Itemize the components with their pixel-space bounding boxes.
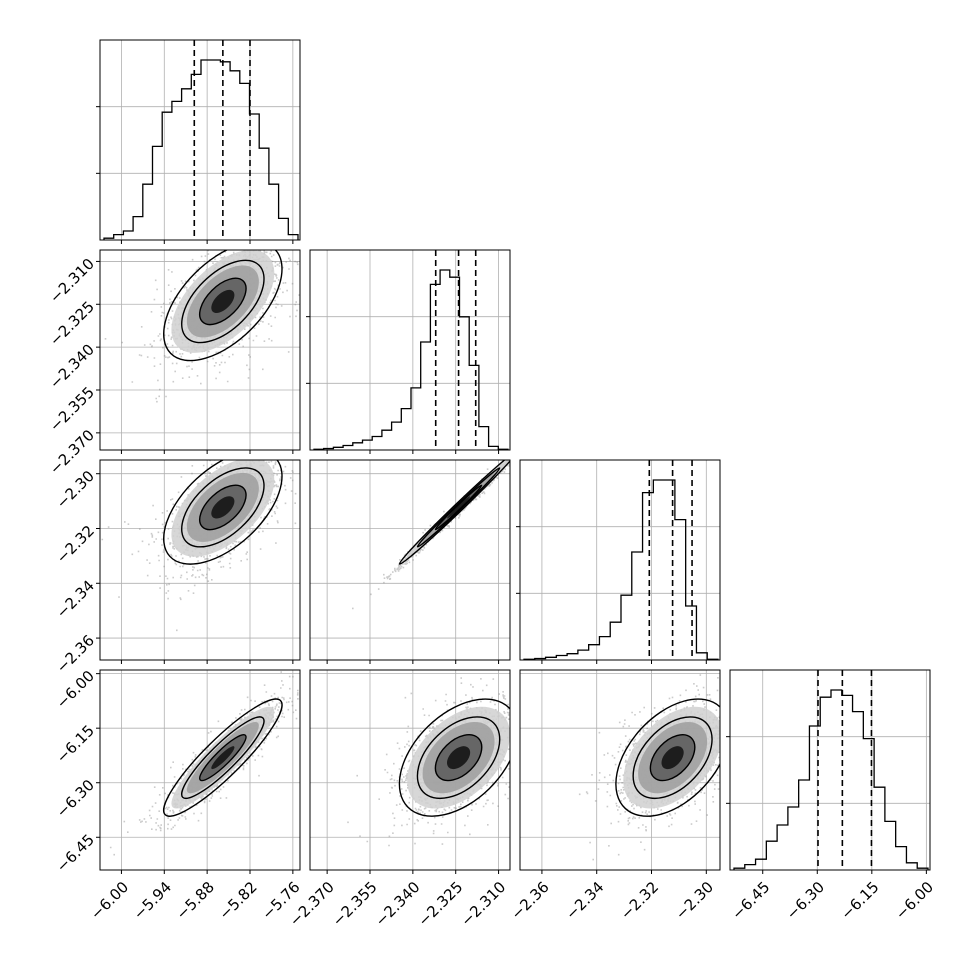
contour-2-1-0 <box>398 460 510 565</box>
scatter-panel-3-0 <box>100 670 300 870</box>
scatter-frame-3-0 <box>99 669 301 871</box>
contour-2-0-1 <box>181 467 265 548</box>
ytick-label-3-0: −6.45 <box>53 831 98 876</box>
density-level-3-2-3 <box>661 746 684 770</box>
density-level-1-0-3 <box>211 289 235 313</box>
scatter-panel-1-0 <box>100 250 300 450</box>
contour-2-0-0 <box>163 460 283 565</box>
ytick-label-2-1: −2.34 <box>53 577 98 622</box>
contour-2-1-1 <box>416 467 501 548</box>
contour-3-1-1 <box>416 716 501 800</box>
scatter-frame-1-0 <box>99 249 301 451</box>
ytick-label-1-0: −2.370 <box>46 426 98 478</box>
ytick-label-1-2: −2.340 <box>46 340 98 392</box>
histogram-step-0 <box>103 59 299 240</box>
xtick-label-1-1: −2.355 <box>329 878 381 930</box>
contour-1-0-1 <box>181 259 265 344</box>
histogram-frame-1 <box>309 249 511 451</box>
contour-2-1-2 <box>434 484 483 531</box>
xtick-label-1-4: −2.310 <box>457 878 509 930</box>
ytick-label-3-2: −6.15 <box>53 721 98 766</box>
histogram-panel-3 <box>730 670 930 870</box>
contour-3-2-2 <box>649 734 696 782</box>
xtick-label-2-1: −2.34 <box>562 878 607 923</box>
ytick-label-3-1: −6.30 <box>53 776 98 821</box>
histogram-step-3 <box>733 689 929 870</box>
xtick-label-0-3: −5.82 <box>216 878 261 923</box>
xtick-label-1-2: −2.340 <box>372 878 424 930</box>
xtick-label-3-3: −6.00 <box>892 878 937 923</box>
histogram-panel-2 <box>520 460 720 660</box>
scatter-panel-2-1 <box>310 460 510 660</box>
contour-3-0-2 <box>199 734 247 782</box>
ytick-label-3-3: −6.00 <box>53 667 98 712</box>
scatter-frame-2-0 <box>99 459 301 661</box>
histogram-panel-1 <box>310 250 510 450</box>
histogram-step-2 <box>523 479 719 660</box>
xtick-label-2-3: −2.30 <box>672 878 717 923</box>
contour-3-0-1 <box>181 716 265 800</box>
density-level-2-1-3 <box>446 496 471 519</box>
xtick-label-1-3: −2.325 <box>414 878 466 930</box>
density-level-3-0-3 <box>211 746 235 770</box>
xtick-label-3-2: −6.15 <box>837 878 882 923</box>
histogram-frame-0 <box>99 39 301 241</box>
ytick-label-2-2: −2.32 <box>53 522 98 567</box>
xtick-label-3-1: −6.30 <box>783 878 828 923</box>
scatter-frame-2-1 <box>309 459 511 661</box>
scatter-frame-3-1 <box>309 669 511 871</box>
xtick-label-0-1: −5.94 <box>130 878 175 923</box>
histogram-panel-0 <box>100 40 300 240</box>
contour-1-0-0 <box>163 250 283 362</box>
scatter-panel-2-0 <box>100 460 300 660</box>
ytick-label-1-3: −2.325 <box>46 298 98 350</box>
density-level-2-0-3 <box>211 496 235 519</box>
scatter-panel-3-1 <box>310 670 510 870</box>
density-level-3-1-3 <box>447 746 471 770</box>
contour-1-0-2 <box>199 277 247 326</box>
contour-3-0-0 <box>163 698 283 817</box>
ytick-label-1-4: −2.310 <box>46 255 98 307</box>
histogram-frame-2 <box>519 459 721 661</box>
contour-2-0-2 <box>199 484 247 531</box>
scatter-panel-3-2 <box>520 670 720 870</box>
contour-3-1-0 <box>398 698 510 817</box>
histogram-step-1 <box>313 269 509 450</box>
contour-3-1-2 <box>434 734 483 782</box>
xtick-label-0-2: −5.88 <box>173 878 218 923</box>
xtick-label-2-2: −2.32 <box>617 878 662 923</box>
contour-3-2-1 <box>632 716 713 800</box>
histogram-frame-3 <box>729 669 931 871</box>
scatter-frame-3-2 <box>519 669 721 871</box>
xtick-label-2-0: −2.36 <box>507 878 552 923</box>
xtick-label-3-0: −6.45 <box>728 878 773 923</box>
ytick-label-2-0: −2.36 <box>53 631 98 676</box>
ytick-label-1-1: −2.355 <box>46 383 98 435</box>
xtick-label-0-0: −6.00 <box>87 878 132 923</box>
